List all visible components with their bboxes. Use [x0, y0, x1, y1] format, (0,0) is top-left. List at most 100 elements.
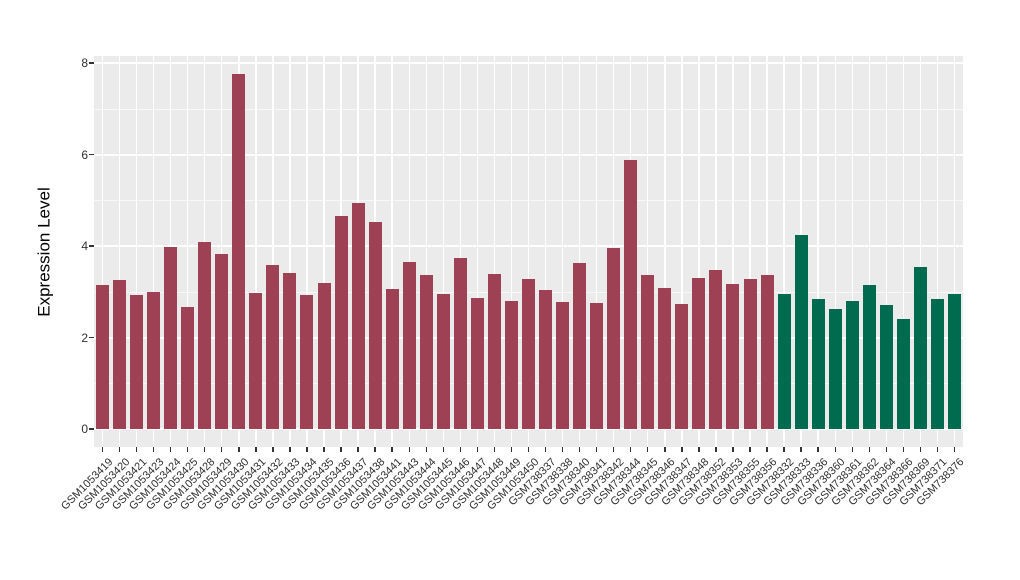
x-tick-mark	[732, 447, 734, 452]
vertical-gridline	[834, 56, 836, 447]
x-tick-mark	[493, 447, 496, 452]
plot-panel	[94, 56, 963, 447]
bar	[607, 247, 621, 429]
x-tick-mark	[340, 447, 342, 452]
vertical-gridline	[544, 56, 547, 447]
bar	[522, 278, 535, 429]
x-tick-mark	[135, 447, 138, 452]
x-tick-mark	[510, 447, 513, 452]
bar	[317, 282, 331, 429]
bar	[624, 159, 638, 429]
x-tick-mark	[698, 447, 700, 452]
bar	[658, 288, 672, 429]
bar	[368, 222, 382, 429]
x-tick-mark	[766, 447, 768, 452]
x-tick-mark	[187, 447, 189, 452]
x-tick-mark	[238, 447, 240, 452]
x-tick-mark	[612, 447, 615, 452]
bar	[96, 284, 110, 429]
x-tick-mark	[425, 447, 427, 452]
bar	[453, 258, 467, 429]
x-tick-mark	[647, 447, 649, 452]
vertical-gridline	[510, 56, 513, 447]
y-tick-mark	[89, 62, 94, 64]
x-tick-mark	[391, 447, 393, 452]
vertical-gridline	[408, 56, 410, 447]
vertical-gridline	[919, 56, 922, 447]
vertical-gridline	[817, 56, 819, 447]
y-tick-label: 2	[81, 330, 88, 345]
x-tick-mark	[595, 447, 598, 452]
bar	[692, 278, 706, 429]
bar	[896, 319, 910, 429]
bar	[828, 309, 842, 429]
bar	[675, 303, 689, 429]
vertical-gridline	[595, 56, 598, 447]
bar	[266, 265, 280, 429]
y-tick-mark	[89, 428, 94, 430]
x-tick-mark	[715, 447, 717, 452]
vertical-gridline	[135, 56, 138, 447]
bar	[947, 294, 961, 429]
bar	[419, 274, 433, 429]
bar	[181, 306, 195, 429]
x-tick-mark	[442, 447, 444, 452]
x-tick-mark	[204, 447, 206, 452]
vertical-gridline	[306, 56, 308, 447]
vertical-gridline	[749, 56, 751, 447]
x-tick-mark	[919, 447, 922, 452]
bar	[726, 283, 740, 429]
vertical-gridline	[527, 56, 530, 447]
vertical-gridline	[868, 56, 870, 447]
x-tick-mark	[902, 447, 905, 452]
bar	[760, 275, 774, 429]
x-tick-mark	[408, 447, 410, 452]
vertical-gridline	[698, 56, 700, 447]
x-tick-mark	[800, 447, 802, 452]
bar	[164, 246, 178, 429]
bar	[641, 274, 655, 429]
vertical-gridline	[459, 56, 462, 447]
x-tick-mark	[323, 447, 325, 452]
x-tick-mark	[357, 447, 359, 452]
y-tick-label: 4	[81, 239, 88, 253]
bar	[777, 294, 791, 429]
x-tick-mark	[289, 447, 291, 452]
x-tick-mark	[221, 447, 223, 452]
vertical-gridline	[323, 56, 325, 447]
x-tick-mark	[374, 447, 376, 452]
vertical-gridline	[442, 56, 444, 447]
bar	[215, 254, 229, 429]
bar	[198, 242, 212, 429]
bar	[811, 298, 825, 429]
bar	[709, 269, 723, 429]
x-tick-mark	[306, 447, 308, 452]
bar	[351, 203, 365, 429]
x-tick-mark	[527, 447, 530, 452]
bar	[930, 298, 944, 429]
x-tick-mark	[476, 447, 479, 452]
x-tick-mark	[544, 447, 547, 452]
bar	[436, 294, 450, 429]
bar	[147, 291, 161, 429]
bar	[879, 304, 893, 429]
y-tick-mark	[89, 153, 94, 156]
x-tick-mark	[834, 447, 836, 452]
x-tick-mark	[868, 447, 870, 452]
vertical-gridline	[783, 56, 785, 447]
bar	[300, 295, 314, 429]
y-tick-label: 6	[81, 147, 88, 162]
bar	[539, 290, 553, 429]
bar	[249, 292, 263, 429]
x-tick-mark	[630, 447, 632, 452]
vertical-gridline	[885, 56, 887, 447]
x-tick-mark	[118, 447, 121, 452]
vertical-gridline	[936, 56, 939, 447]
x-tick-mark	[749, 447, 751, 452]
x-tick-mark	[936, 447, 939, 452]
bar	[794, 234, 808, 429]
y-tick-label: 8	[81, 56, 88, 70]
vertical-gridline	[152, 56, 155, 447]
x-tick-mark	[578, 447, 581, 452]
x-tick-mark	[169, 447, 172, 452]
